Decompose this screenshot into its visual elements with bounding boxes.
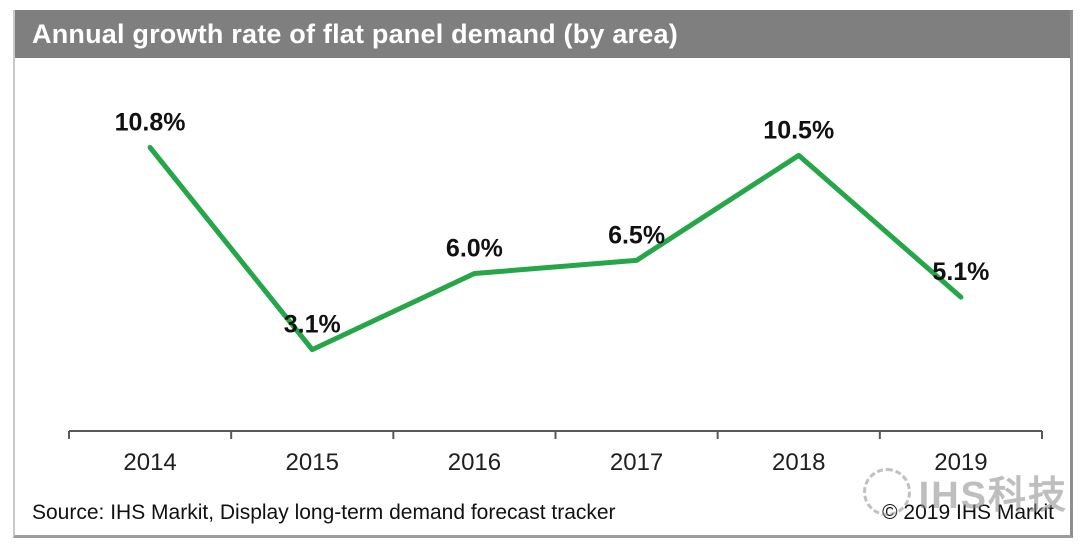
x-tick-label: 2017 (610, 449, 663, 476)
line-chart-plot: 10.8% 2014 3.1% 2015 6.0% 2016 6.5% 2017 10.5% 20… (68, 109, 1043, 476)
chart-figure: 10.8% 2014 3.1% 2015 6.0% 2016 6.5% 2017 10.5% 20… (13, 10, 1073, 538)
demand-growth-line (147, 145, 964, 353)
data-label: 10.8% (115, 109, 186, 137)
data-label: 6.5% (608, 221, 665, 249)
data-label: 3.1% (284, 311, 341, 339)
x-tick-label: 2015 (286, 449, 339, 476)
data-label: 5.1% (932, 258, 989, 286)
x-tick-label: 2019 (934, 449, 987, 476)
source-note: Source: IHS Markit, Display long-term de… (32, 501, 616, 524)
data-label: 10.5% (763, 116, 834, 144)
copyright-note: © 2019 IHS Markit (882, 501, 1054, 524)
x-tick-label: 2016 (448, 449, 501, 476)
chart-title-bar: Annual growth rate of flat panel demand … (15, 10, 1070, 58)
x-axis (68, 430, 1043, 439)
chart-title: Annual growth rate of flat panel demand … (32, 18, 678, 49)
x-tick-label: 2014 (123, 449, 176, 476)
x-tick-label: 2018 (772, 449, 825, 476)
data-label: 6.0% (446, 235, 503, 263)
